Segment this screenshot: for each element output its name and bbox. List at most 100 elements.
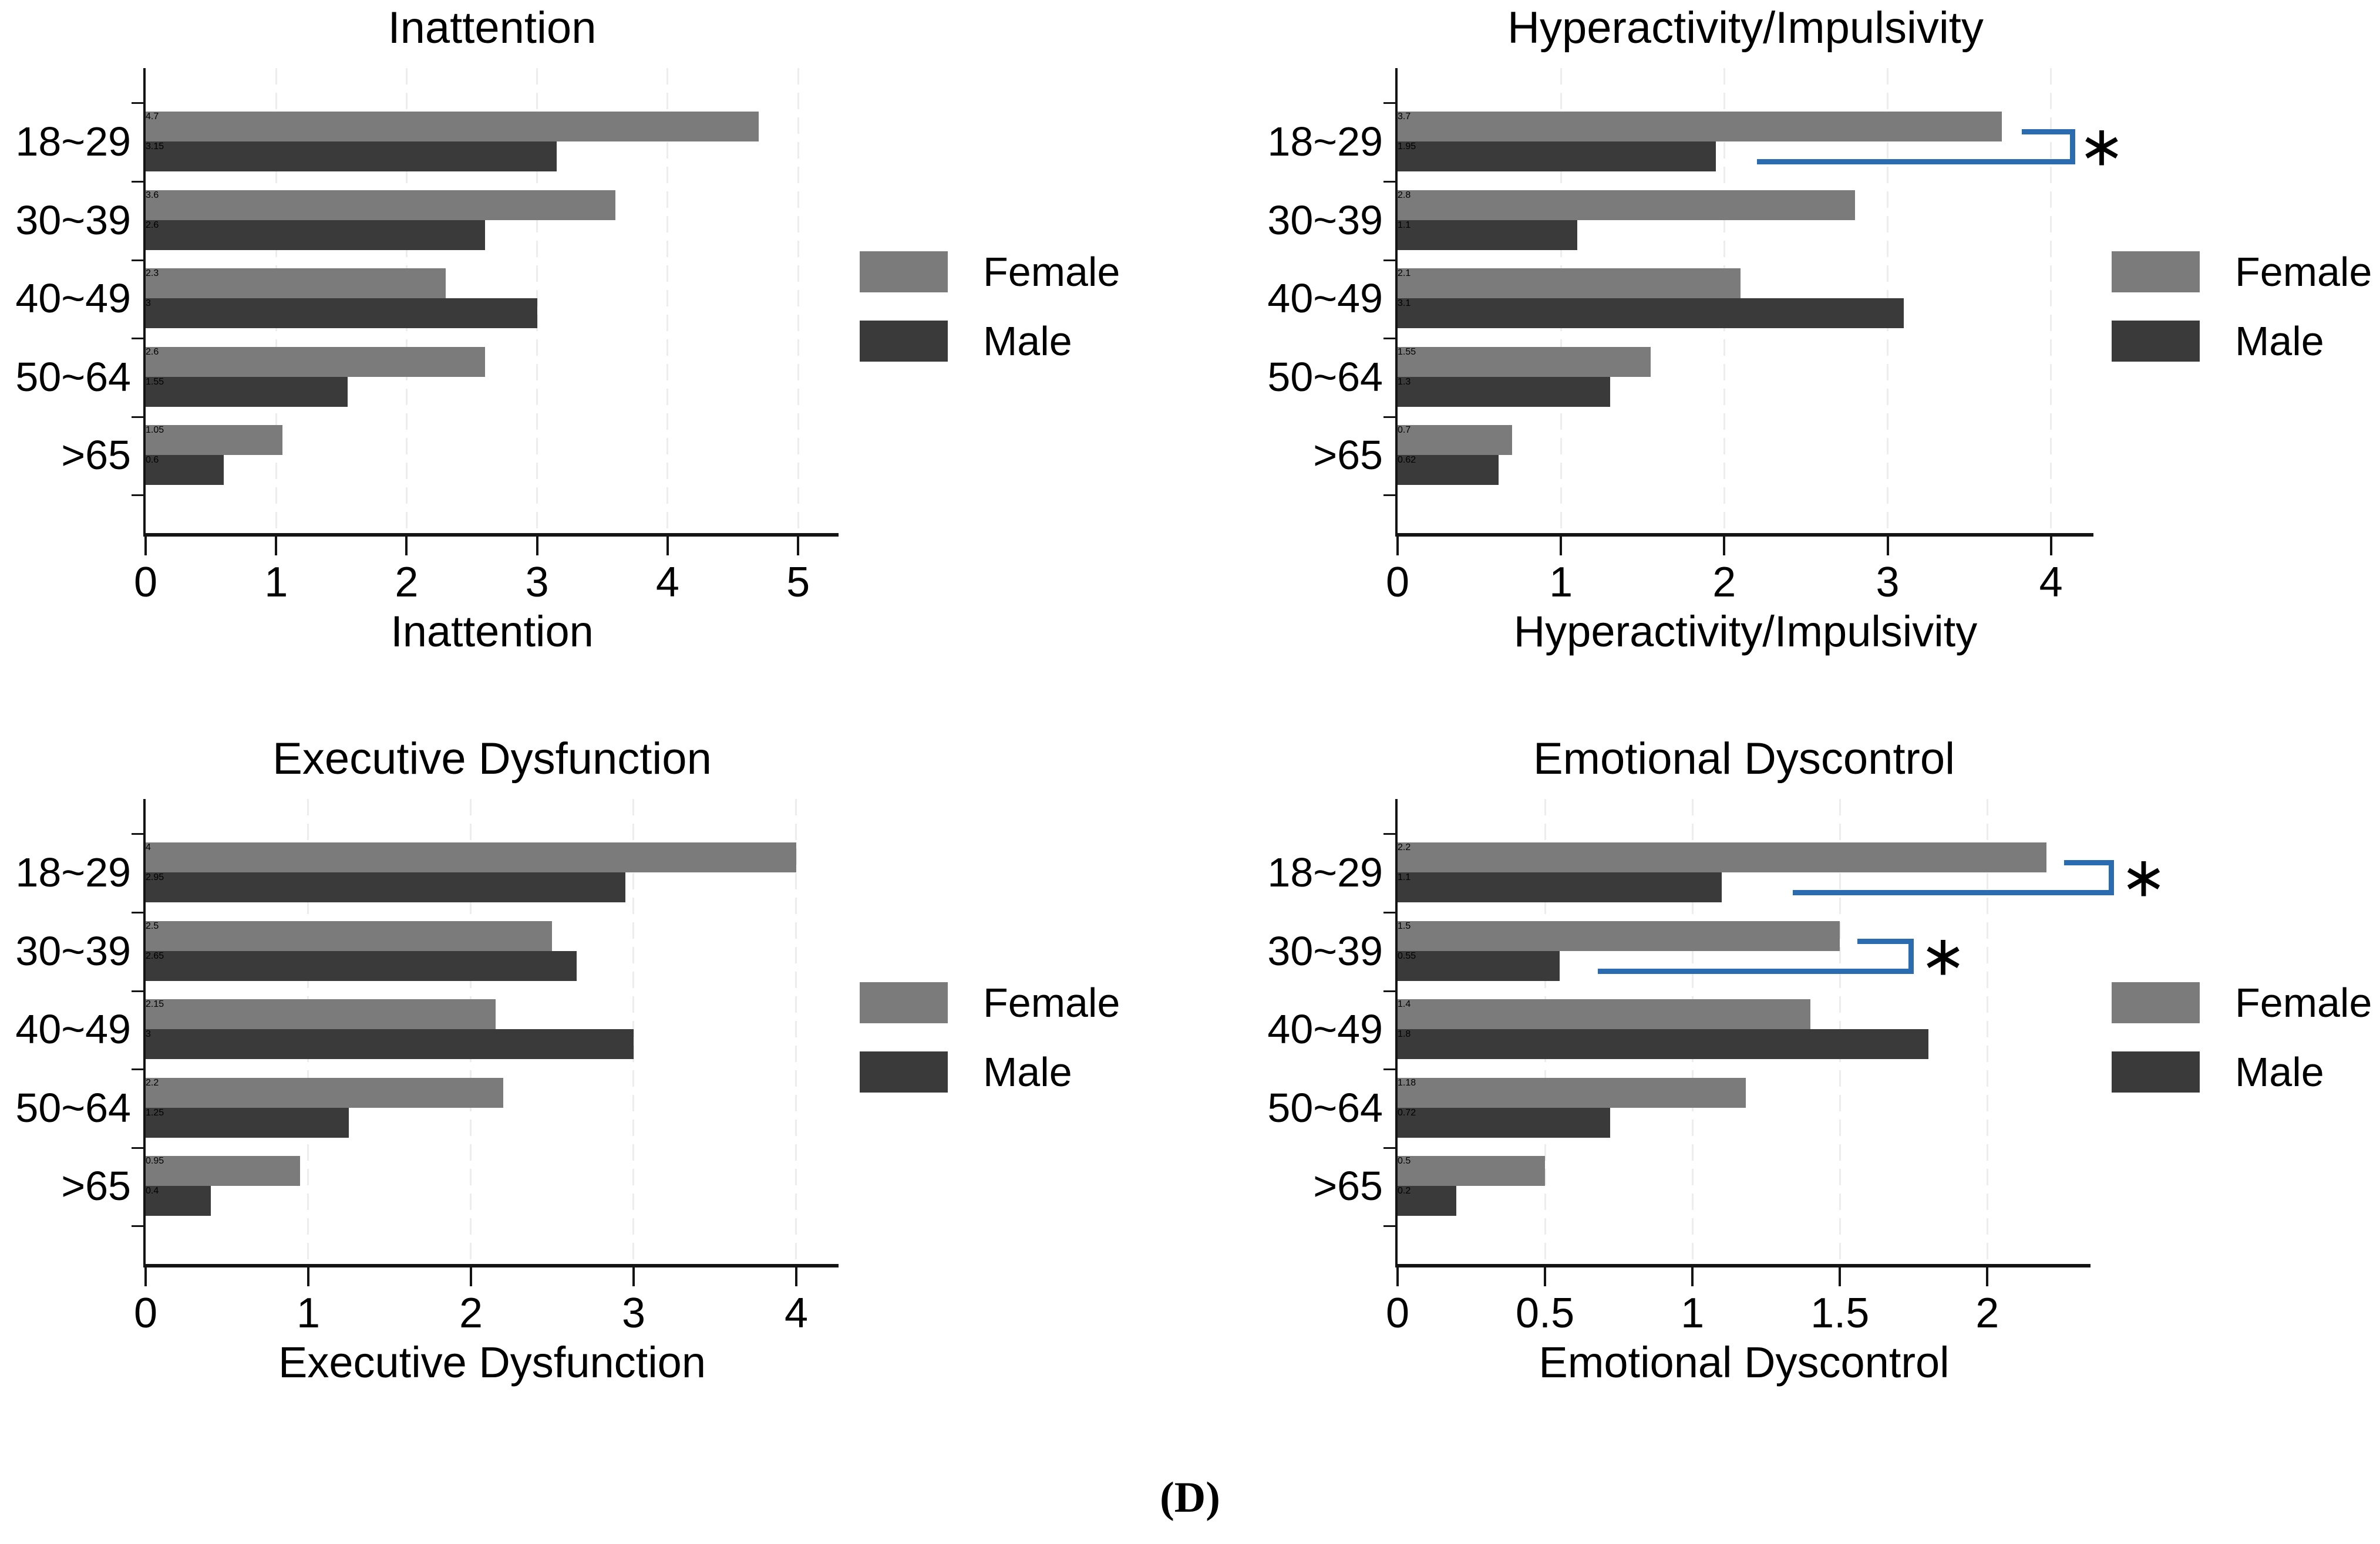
y-axis	[143, 68, 146, 537]
y-axis-tick	[1383, 990, 1395, 992]
y-axis-tick	[1383, 1225, 1395, 1227]
x-tick-label: 0	[1385, 559, 1410, 606]
x-tick	[632, 1267, 635, 1286]
bar-male-2: 2.6	[146, 220, 485, 250]
y-axis-tick	[1383, 259, 1395, 261]
bar-female-4: 2.6	[146, 346, 485, 377]
x-tick-label: 0	[133, 1290, 158, 1337]
x-axis	[1395, 1264, 2091, 1267]
legend-swatch-female	[2112, 251, 2200, 292]
legend-label-male: Male	[983, 1049, 1072, 1095]
bar-male-4: 1.55	[146, 376, 348, 407]
gridline	[1986, 799, 1988, 1264]
bar-male-2: 1.1	[1398, 220, 1577, 250]
significance-star: ∗	[2120, 845, 2167, 910]
significance-bracket-lower-line	[1598, 968, 1914, 974]
x-tick-label: 1	[1549, 559, 1573, 606]
bar-male-3: 3	[146, 298, 537, 328]
legend-swatch-female	[860, 251, 948, 292]
significance-bracket-vertical-line	[2109, 860, 2115, 895]
x-tick	[1723, 537, 1726, 555]
legend-swatch-male	[2112, 1051, 2200, 1093]
y-axis-tick	[1383, 833, 1395, 835]
x-tick	[275, 537, 278, 555]
y-axis-tick	[1383, 416, 1395, 418]
bar-female-3: 2.3	[146, 268, 446, 298]
chart-title: Hyperactivity/Impulsivity	[1507, 3, 1984, 53]
x-tick	[469, 1267, 472, 1286]
bar-female-3: 2.15	[146, 999, 496, 1029]
significance-bracket-upper-line	[2063, 860, 2115, 865]
bar-male-4: 0.72	[1398, 1107, 1610, 1138]
bar-male-1: 1.95	[1398, 141, 1716, 171]
legend-swatch-male	[860, 321, 948, 362]
y-category-label: 50~64	[1267, 353, 1383, 400]
gridline	[536, 68, 538, 533]
legend-swatch-male	[2112, 321, 2200, 362]
legend-label-female: Female	[983, 249, 1120, 295]
x-tick	[1560, 537, 1563, 555]
y-axis-tick	[132, 338, 143, 339]
x-tick-label: 3	[621, 1290, 645, 1337]
x-axis-label: Executive Dysfunction	[278, 1338, 706, 1387]
significance-bracket-vertical-line	[1908, 938, 1914, 974]
y-axis	[1395, 68, 1398, 537]
y-category-label: 50~64	[1267, 1084, 1383, 1131]
x-tick	[307, 1267, 309, 1286]
legend-label-female: Female	[983, 980, 1120, 1026]
y-category-label: 30~39	[15, 928, 131, 974]
bar-female-5: 0.7	[1398, 425, 1512, 455]
y-axis-tick	[1383, 1068, 1395, 1070]
y-category-label: 50~64	[15, 1084, 131, 1131]
bar-male-1: 2.95	[146, 872, 626, 902]
significance-bracket-lower-line	[1756, 159, 2076, 164]
bar-female-4: 1.18	[1398, 1077, 1746, 1108]
bar-male-3: 1.8	[1398, 1029, 1928, 1059]
bar-female-3: 2.1	[1398, 268, 1741, 298]
legend-swatch-male	[860, 1051, 948, 1093]
bar-female-2: 2.5	[146, 921, 553, 951]
bar-male-3: 3.1	[1398, 298, 1904, 328]
y-axis-tick	[132, 181, 143, 183]
chart-title: Emotional Dyscontrol	[1533, 734, 1955, 784]
bar-male-2: 2.65	[146, 950, 577, 981]
bar-female-1: 4	[146, 842, 796, 872]
y-axis-tick	[1383, 1147, 1395, 1149]
x-tick-label: 0.5	[1516, 1290, 1575, 1337]
y-category-label: 18~29	[1267, 849, 1383, 895]
y-axis-tick	[132, 912, 143, 913]
y-axis	[1395, 799, 1398, 1267]
y-axis-tick	[1383, 494, 1395, 496]
significance-bracket-lower-line	[1792, 890, 2115, 895]
x-tick	[1396, 537, 1399, 555]
x-tick	[1986, 1267, 1989, 1286]
x-tick	[144, 537, 147, 555]
y-axis-tick	[132, 102, 143, 104]
gridline	[2050, 68, 2052, 533]
bar-male-4: 1.25	[146, 1107, 349, 1138]
x-tick	[666, 537, 669, 555]
x-tick-label: 1.5	[1810, 1290, 1870, 1337]
x-tick	[144, 1267, 147, 1286]
significance-star: ∗	[2078, 114, 2125, 179]
x-tick-label: 1	[264, 559, 288, 606]
y-category-label: 18~29	[15, 119, 131, 164]
x-tick	[2049, 537, 2052, 555]
bar-female-2: 1.5	[1398, 921, 1840, 951]
y-category-label: 50~64	[15, 353, 131, 400]
bar-male-3: 3	[146, 1029, 634, 1059]
y-axis-tick	[1383, 912, 1395, 913]
x-tick	[405, 537, 408, 555]
bar-male-5: 0.2	[1398, 1186, 1457, 1216]
bar-female-3: 1.4	[1398, 999, 1810, 1029]
y-category-label: 40~49	[15, 275, 131, 321]
y-axis-tick	[132, 990, 143, 992]
y-category-label: 40~49	[15, 1006, 131, 1052]
x-tick	[536, 537, 538, 555]
y-axis-tick	[132, 259, 143, 261]
gridline	[632, 799, 635, 1264]
y-category-label: 30~39	[15, 197, 131, 243]
y-category-label: 30~39	[1267, 197, 1383, 243]
x-axis	[143, 533, 839, 537]
